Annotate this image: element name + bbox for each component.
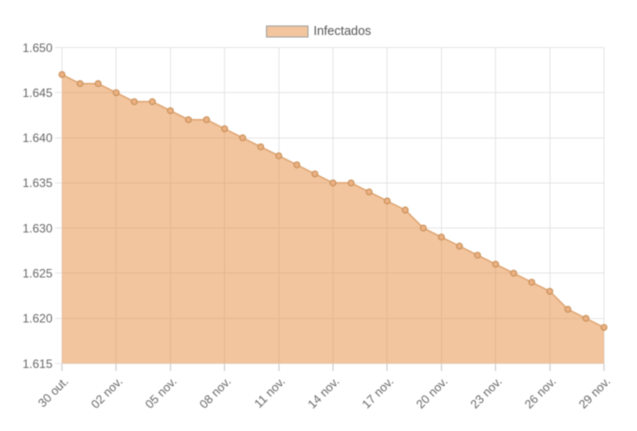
svg-text:1.650: 1.650 bbox=[22, 41, 52, 55]
svg-text:1.615: 1.615 bbox=[22, 357, 52, 371]
svg-text:Infectados: Infectados bbox=[314, 24, 372, 38]
svg-text:1.625: 1.625 bbox=[22, 267, 52, 281]
svg-text:1.635: 1.635 bbox=[22, 176, 52, 190]
svg-text:1.640: 1.640 bbox=[22, 131, 52, 145]
svg-text:1.620: 1.620 bbox=[22, 312, 52, 326]
svg-text:1.630: 1.630 bbox=[22, 221, 52, 235]
svg-text:1.645: 1.645 bbox=[22, 86, 52, 100]
